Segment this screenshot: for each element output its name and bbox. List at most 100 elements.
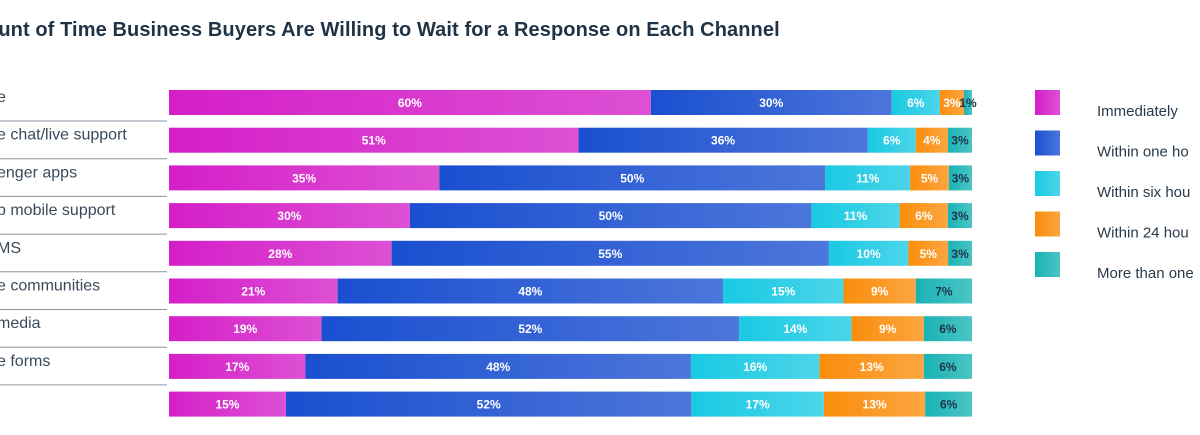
data-label: 3% bbox=[951, 247, 969, 261]
data-label: 52% bbox=[518, 322, 542, 336]
data-label: 51% bbox=[362, 134, 386, 148]
bar-segment bbox=[811, 203, 900, 229]
bar-segment bbox=[947, 127, 972, 153]
bar-segment bbox=[851, 316, 924, 342]
chart-row: media 19% 52% 14% 9% 6% bbox=[0, 315, 972, 348]
data-label: 6% bbox=[883, 134, 901, 148]
bar-segment bbox=[169, 90, 651, 115]
data-label: 17% bbox=[746, 398, 770, 412]
bar-segment bbox=[739, 316, 852, 342]
data-label: 3% bbox=[943, 96, 961, 110]
data-label: 1% bbox=[959, 96, 977, 110]
data-label: 30% bbox=[277, 209, 301, 223]
data-label: 15% bbox=[215, 398, 239, 412]
data-label: 3% bbox=[951, 134, 969, 148]
chart-legend: Immediately Within one ho Within six hou Wi… bbox=[1035, 90, 1194, 282]
bar-segment bbox=[915, 127, 948, 153]
category-label: e forms bbox=[0, 353, 50, 370]
bar-segment bbox=[169, 240, 392, 266]
data-label: 52% bbox=[477, 398, 501, 412]
data-label: 21% bbox=[241, 285, 265, 299]
legend-swatch bbox=[1035, 171, 1060, 196]
category-label: MS bbox=[0, 240, 21, 257]
legend-swatch bbox=[1035, 90, 1060, 115]
legend-item: Immediately bbox=[1035, 90, 1178, 120]
bar-segment bbox=[908, 240, 949, 266]
bar-segment bbox=[409, 203, 812, 229]
data-label: 7% bbox=[935, 285, 953, 299]
chart-row: e 60% 30% 6% 3%1% bbox=[0, 89, 977, 122]
data-label: 6% bbox=[940, 398, 958, 412]
data-label: 5% bbox=[921, 171, 939, 185]
legend-label: More than one bbox=[1097, 265, 1194, 282]
data-label: 48% bbox=[486, 360, 510, 374]
data-label: 48% bbox=[518, 285, 542, 299]
bar-segment bbox=[939, 90, 964, 115]
chart-row: enger apps 35% 50% 11% 5% 3% bbox=[0, 164, 972, 197]
bar-segment bbox=[825, 165, 911, 191]
data-label: 13% bbox=[860, 360, 884, 374]
data-label: 19% bbox=[233, 322, 257, 336]
bar-segment bbox=[867, 127, 916, 153]
bar-segment bbox=[439, 165, 826, 191]
data-label: 60% bbox=[398, 96, 422, 110]
data-label: 16% bbox=[743, 360, 767, 374]
data-label: 15% bbox=[771, 285, 795, 299]
data-label: 9% bbox=[871, 285, 889, 299]
data-label: 3% bbox=[952, 171, 970, 185]
bar-segment bbox=[169, 278, 338, 304]
chart-row: e chat/live support 51% 36% 6% 4% 3% bbox=[0, 127, 972, 160]
chart-row: p mobile support 30% 50% 11% 6% 3% bbox=[0, 202, 972, 235]
bar-segment bbox=[828, 240, 909, 266]
category-label: media bbox=[0, 315, 41, 332]
legend-label: Within six hou bbox=[1097, 184, 1190, 201]
data-label: 55% bbox=[598, 247, 622, 261]
data-label: 4% bbox=[923, 134, 941, 148]
bar-segment bbox=[819, 353, 924, 379]
bar-segment bbox=[910, 165, 949, 191]
bar-segment bbox=[650, 90, 892, 115]
category-label: enger apps bbox=[0, 164, 77, 181]
data-label: 35% bbox=[292, 171, 316, 185]
legend-item: Within six hou bbox=[1035, 171, 1190, 201]
chart-row: MS 28% 55% 10% 5% 3% bbox=[0, 240, 972, 273]
category-label: e bbox=[0, 89, 6, 106]
chart-rows: e 60% 30% 6% 3%1%e chat/live support 51% 36% 6%… bbox=[0, 89, 977, 417]
bar-segment bbox=[391, 240, 829, 266]
data-label: 50% bbox=[620, 171, 644, 185]
bar-segment bbox=[899, 203, 948, 229]
data-label: 50% bbox=[599, 209, 623, 223]
data-label: 28% bbox=[268, 247, 292, 261]
chart-row: e communities 21% 48% 15% 9% 7% bbox=[0, 278, 972, 310]
data-label: 6% bbox=[939, 360, 957, 374]
bar-segment bbox=[169, 165, 440, 191]
data-label: 6% bbox=[915, 209, 933, 223]
chart-title: ount of Time Business Buyers Are Willing… bbox=[0, 19, 780, 41]
category-label: e chat/live support bbox=[0, 127, 127, 144]
legend-label: Within one ho bbox=[1097, 144, 1189, 161]
bar-segment bbox=[169, 203, 410, 229]
bar-segment bbox=[285, 391, 692, 417]
bar-segment bbox=[948, 240, 972, 266]
bar-segment bbox=[843, 278, 916, 304]
bar-segment bbox=[169, 127, 579, 153]
bar-segment bbox=[823, 391, 926, 417]
data-label: 11% bbox=[856, 171, 880, 185]
data-label: 17% bbox=[225, 360, 249, 374]
bar-segment bbox=[723, 278, 844, 304]
category-label: e communities bbox=[0, 278, 100, 295]
bar-segment bbox=[578, 127, 868, 153]
legend-item: Within 24 hou bbox=[1035, 211, 1189, 242]
chart-row: 15% 52% 17% 13% 6% bbox=[169, 391, 972, 417]
bar-segment bbox=[169, 391, 286, 417]
bar-segment bbox=[691, 391, 824, 417]
bar-segment bbox=[948, 165, 972, 191]
legend-item: More than one bbox=[1035, 252, 1194, 282]
bar-segment bbox=[337, 278, 724, 304]
bar-segment bbox=[690, 353, 820, 379]
data-label: 6% bbox=[907, 96, 925, 110]
bar-segment bbox=[305, 353, 691, 379]
bar-segment bbox=[891, 90, 940, 115]
bar-segment bbox=[915, 278, 972, 304]
